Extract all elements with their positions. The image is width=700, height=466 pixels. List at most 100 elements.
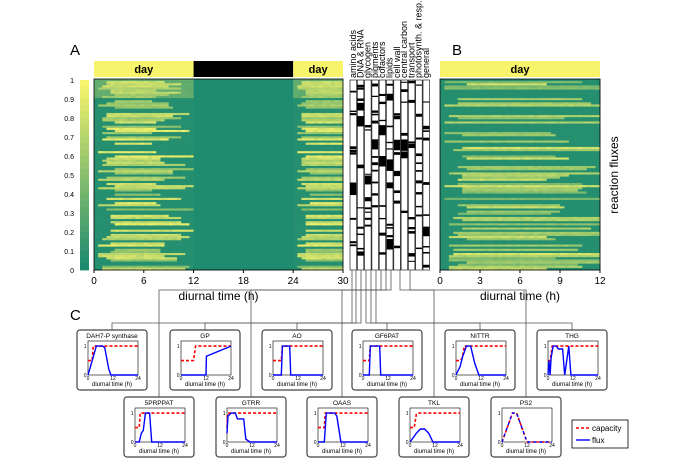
heatmap-cell	[127, 178, 132, 182]
heatmap-cell	[301, 104, 307, 107]
heatmap-cell	[185, 89, 190, 93]
heatmap-cell	[172, 199, 178, 203]
heatmap-cell	[164, 187, 170, 190]
heatmap-cell	[264, 123, 269, 127]
heatmap-cell	[218, 95, 224, 99]
heatmap-cell	[309, 244, 315, 248]
heatmap-cell	[338, 229, 344, 233]
heatmap-cell	[222, 216, 228, 220]
heatmap-cell	[264, 206, 269, 209]
heatmap-cell	[280, 225, 286, 228]
heatmap-cell	[230, 199, 236, 203]
heatmap-cell	[276, 248, 282, 252]
heatmap-cell	[127, 85, 132, 88]
heatmap-cell	[322, 149, 327, 152]
heatmap-cell	[297, 119, 302, 122]
heatmap-cell	[181, 138, 186, 141]
heatmap-cell	[135, 195, 141, 199]
heatmap-cell	[168, 123, 174, 127]
heatmap-cell	[206, 102, 211, 105]
heatmap-cell	[247, 121, 253, 124]
heatmap-cell	[127, 155, 132, 158]
heatmap-cell	[214, 102, 219, 105]
heatmap-cell	[206, 240, 211, 243]
heatmap-cell	[210, 240, 215, 243]
heatmap-cell	[123, 176, 128, 180]
heatmap-cell	[268, 231, 273, 235]
heatmap-cell	[106, 129, 111, 133]
heatmap-cell	[264, 136, 269, 139]
heatmap-cell	[177, 85, 182, 88]
heatmap-cell	[255, 197, 261, 201]
heatmap-cell	[289, 223, 294, 226]
heatmap-cell	[255, 79, 261, 82]
heatmap-cell	[156, 174, 161, 178]
heatmap-cell	[218, 231, 224, 235]
heatmap-cell	[197, 244, 203, 248]
heatmap-cell	[338, 197, 344, 201]
heatmap-cell	[297, 95, 302, 99]
heatmap-cell	[94, 91, 99, 95]
heatmap-cell	[297, 144, 302, 148]
heatmap-cell	[135, 112, 141, 116]
heatmap-cell	[272, 127, 277, 131]
heatmap-cell	[139, 231, 145, 235]
heatmap-cell	[210, 134, 215, 137]
heatmap-cell	[110, 161, 116, 165]
heatmap-cell	[326, 208, 331, 211]
heatmap-cell	[230, 219, 236, 222]
heatmap-cell	[334, 117, 340, 120]
heatmap-cell	[284, 151, 290, 154]
heatmap-cell	[280, 125, 286, 129]
heatmap-cell	[94, 182, 99, 186]
heatmap-cell	[297, 185, 302, 188]
heatmap-cell	[247, 170, 253, 173]
heatmap-cell	[264, 98, 269, 101]
heatmap-cell	[251, 95, 257, 99]
heatmap-cell	[110, 85, 116, 88]
heatmap-cell	[330, 83, 336, 86]
heatmap-cell	[230, 123, 236, 127]
heatmap-cell	[264, 246, 269, 250]
heatmap-cell	[289, 125, 294, 129]
heatmap-cell	[247, 208, 253, 211]
heatmap-cell	[135, 189, 141, 192]
heatmap-cell	[193, 216, 199, 220]
heatmap-cell	[326, 168, 331, 171]
heatmap-cell	[131, 236, 136, 239]
heatmap-cell	[152, 125, 157, 129]
heatmap-cell	[313, 229, 319, 233]
heatmap-cell	[110, 81, 116, 84]
heatmap-cell	[197, 100, 203, 103]
heatmap-cell	[177, 102, 182, 105]
heatmap-cell	[243, 233, 248, 237]
heatmap-cell	[102, 93, 107, 97]
heatmap-cell	[330, 153, 336, 156]
heatmap-cell	[289, 140, 294, 144]
heatmap-cell	[143, 229, 149, 233]
heatmap-cell	[127, 248, 132, 252]
heatmap-cell	[293, 144, 298, 148]
heatmap-cell	[293, 138, 298, 141]
heatmap-cell	[160, 174, 165, 178]
heatmap-cell	[305, 185, 311, 188]
heatmap-cell	[338, 223, 344, 226]
heatmap-cell	[210, 170, 215, 173]
heatmap-cell	[139, 117, 145, 120]
heatmap-cell	[147, 176, 153, 180]
heatmap-cell	[255, 119, 261, 122]
heatmap-cell	[255, 104, 261, 107]
heatmap-cell	[222, 98, 228, 101]
heatmap-cell	[255, 176, 261, 180]
heatmap-cell	[98, 89, 103, 93]
heatmap-cell	[94, 85, 99, 88]
heatmap-cell	[102, 112, 107, 116]
heatmap-cell	[177, 176, 182, 180]
heatmap-cell	[313, 127, 319, 131]
heatmap-cell	[201, 248, 207, 252]
heatmap-cell	[289, 170, 294, 173]
heatmap-cell	[218, 219, 224, 222]
heatmap-cell	[301, 144, 307, 148]
heatmap-cell	[235, 93, 240, 97]
heatmap-cell	[114, 255, 120, 258]
